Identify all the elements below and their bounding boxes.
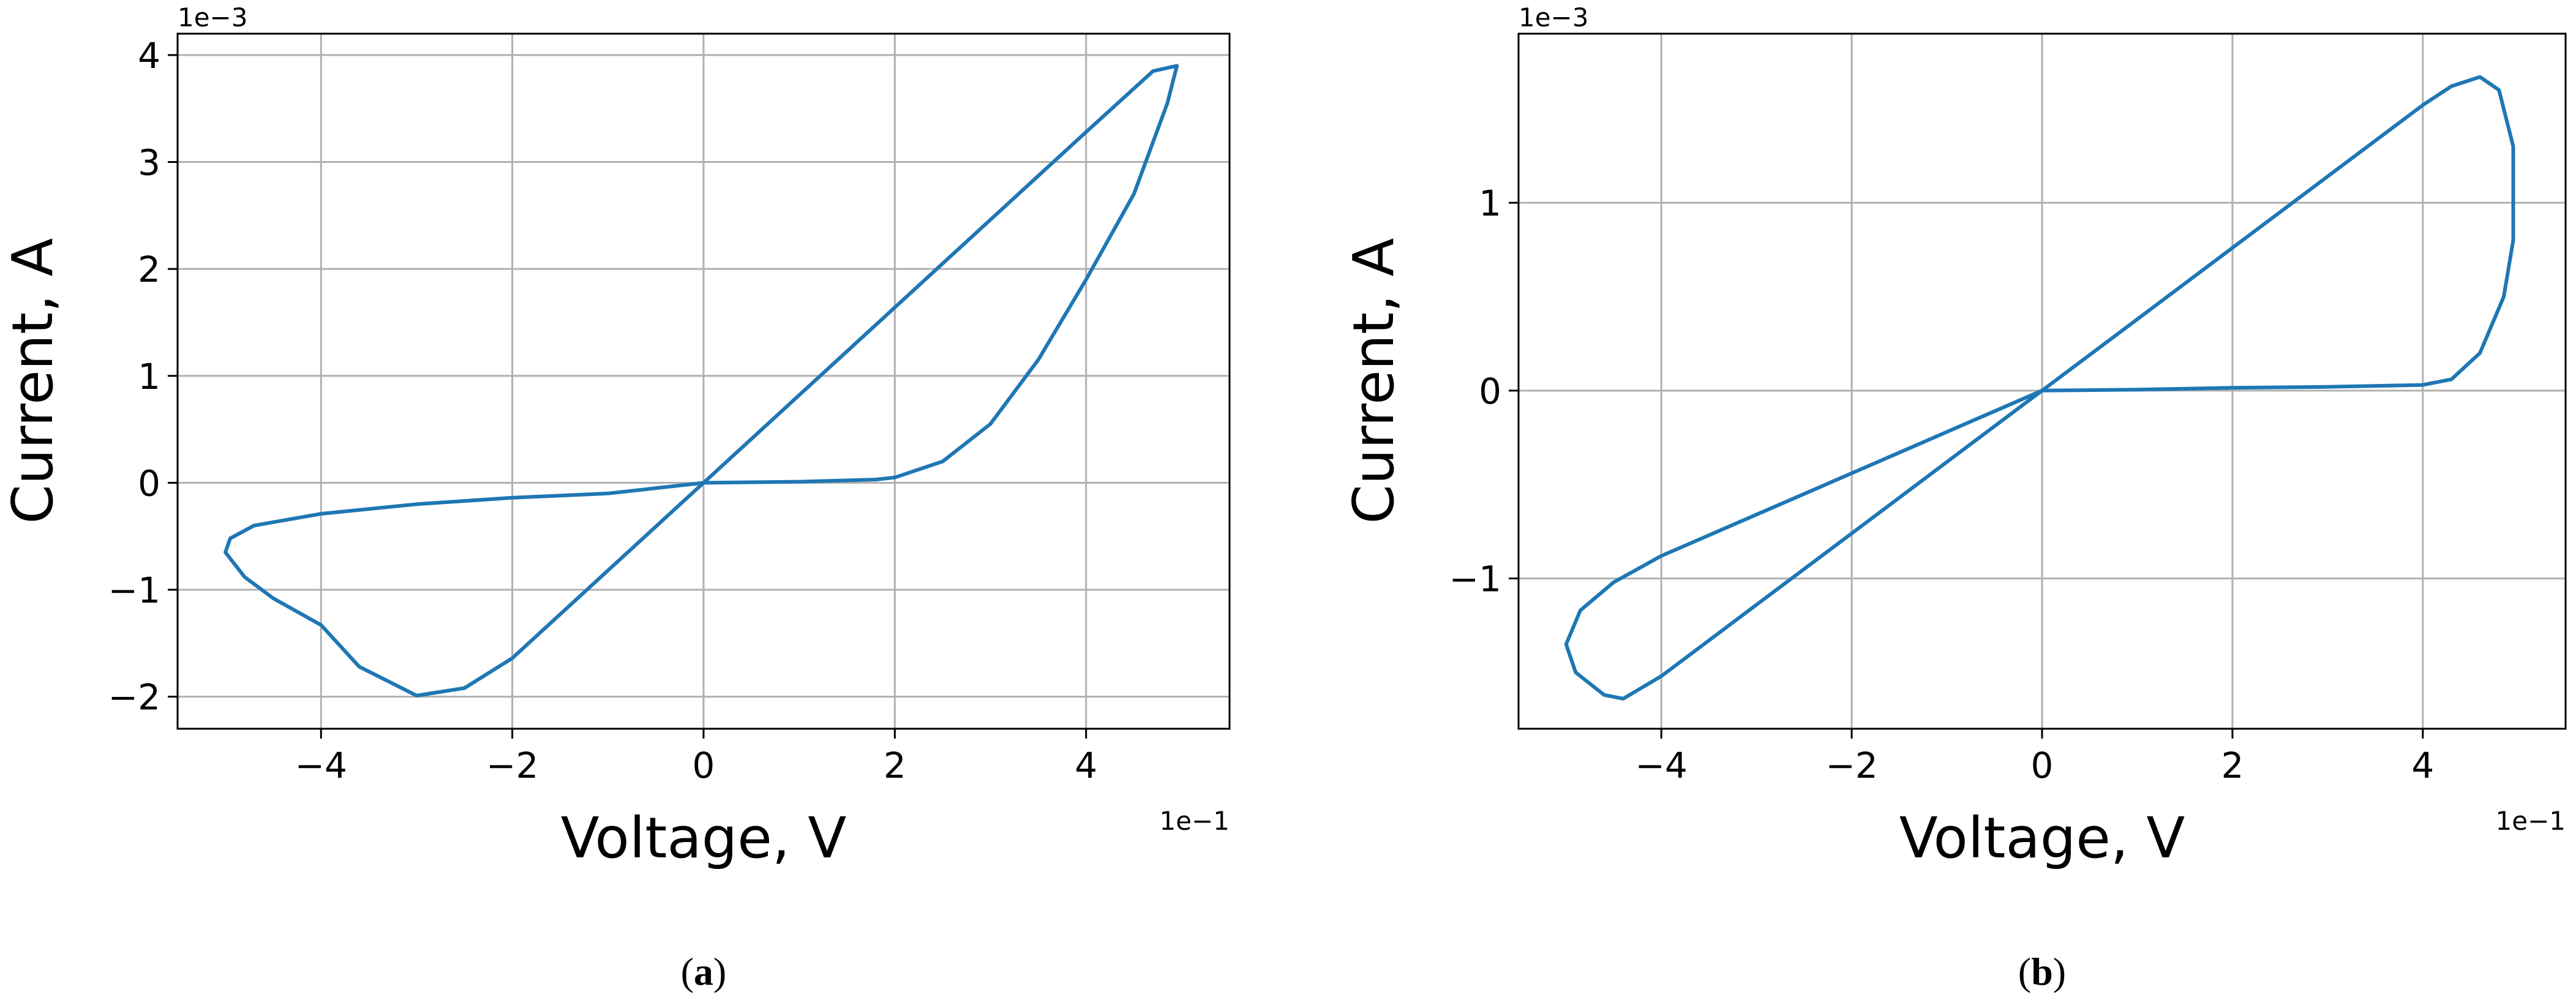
x-tick-label: 0: [693, 745, 715, 786]
y-axis-label: Current, A: [0, 238, 66, 524]
y-axis-label: Current, A: [1341, 238, 1406, 524]
x-tick-label: 2: [884, 745, 906, 786]
chart-panel-a: −4 −2 0 2 4 −2 −1 0 1 2 3 4 1e−3 1e−1 Voltage, V Curren…: [0, 2, 1231, 993]
x-multiplier: 1e−1: [2496, 806, 2566, 836]
y-tick-label: 1: [1479, 182, 1501, 224]
panel-caption: (a): [681, 950, 727, 993]
x-tick-label: 4: [1075, 745, 1097, 786]
y-tick-label: 4: [138, 35, 160, 77]
iv-curve: [223, 64, 1179, 698]
x-multiplier: 1e−1: [1160, 806, 1230, 836]
y-tick-label: 1: [138, 356, 160, 397]
y-multiplier: 1e−3: [1519, 2, 1588, 32]
y-multiplier: 1e−3: [178, 2, 247, 32]
x-axis-label: Voltage, V: [1899, 805, 2185, 871]
caption-letter: b: [2031, 950, 2053, 993]
caption-open-paren: (: [2018, 950, 2031, 993]
y-tick-label: 3: [138, 142, 160, 184]
x-tick-label: −2: [486, 745, 539, 786]
chart-panel-b: −4 −2 0 2 4 −1 0 1 1e−3 1e−1 Voltage, V Current, A (…: [1341, 2, 2567, 993]
y-tick-label: −1: [1449, 559, 1502, 600]
iv-curve: [1564, 75, 2515, 701]
x-tick-label: 0: [2031, 745, 2054, 786]
y-tick-label: 0: [138, 462, 160, 504]
x-tick-label: −2: [1825, 745, 1878, 786]
y-tick-label: 0: [1479, 370, 1501, 412]
x-tick-label: −4: [295, 745, 348, 786]
y-tick-label: −1: [108, 570, 161, 611]
caption-open-paren: (: [681, 950, 694, 993]
x-axis-label: Voltage, V: [561, 805, 847, 871]
y-tick-label: 2: [138, 249, 160, 290]
caption-letter: a: [694, 950, 713, 993]
caption-close-paren: ): [713, 950, 726, 993]
y-tick-label: −2: [108, 677, 161, 718]
x-tick-label: 2: [2221, 745, 2244, 786]
caption-close-paren: ): [2053, 950, 2066, 993]
panel-caption: (b): [2018, 950, 2066, 993]
x-tick-label: 4: [2411, 745, 2434, 786]
x-tick-label: −4: [1635, 745, 1688, 786]
